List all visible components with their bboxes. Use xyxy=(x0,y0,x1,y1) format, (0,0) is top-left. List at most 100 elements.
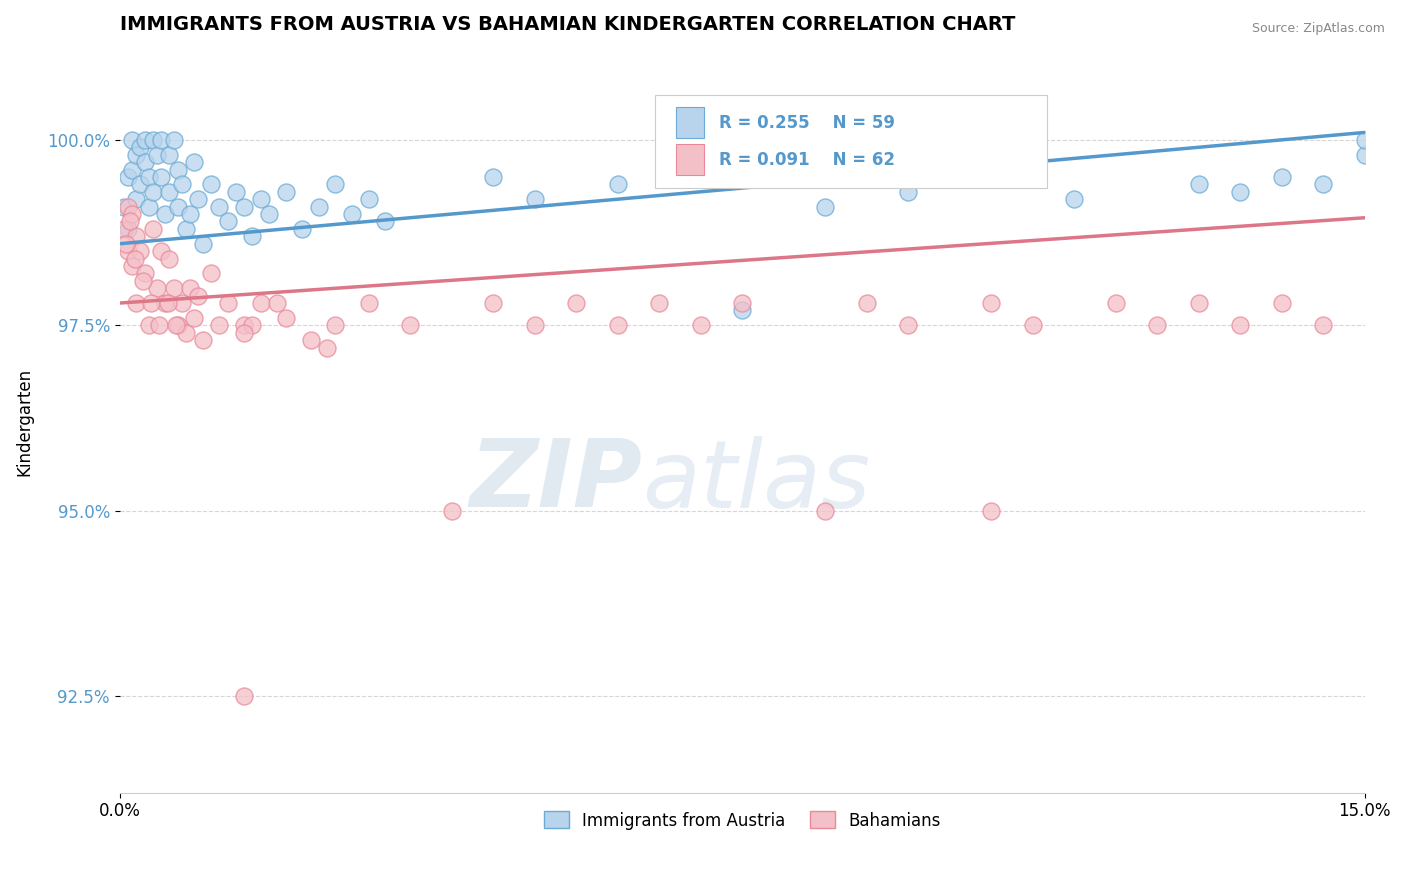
Point xyxy=(150,133,173,147)
Point xyxy=(855,296,877,310)
Point xyxy=(191,236,214,251)
Text: atlas: atlas xyxy=(643,435,870,526)
Point xyxy=(191,333,214,347)
FancyBboxPatch shape xyxy=(676,107,703,138)
Point xyxy=(121,259,143,273)
Point xyxy=(208,200,231,214)
Point xyxy=(138,200,160,214)
Point xyxy=(155,207,177,221)
FancyBboxPatch shape xyxy=(655,95,1047,188)
Point xyxy=(166,318,188,333)
Point xyxy=(170,178,193,192)
Point xyxy=(1312,178,1334,192)
Point xyxy=(565,296,588,310)
Point xyxy=(233,318,256,333)
Point xyxy=(142,222,165,236)
Point xyxy=(165,318,187,333)
Point xyxy=(115,236,138,251)
Point xyxy=(187,192,209,206)
Point xyxy=(200,178,222,192)
Point xyxy=(357,296,380,310)
Point xyxy=(138,318,160,333)
Point xyxy=(225,185,247,199)
Point xyxy=(523,318,546,333)
Point xyxy=(142,185,165,199)
Point xyxy=(162,133,184,147)
Point xyxy=(125,229,148,244)
Point xyxy=(166,200,188,214)
Point xyxy=(118,214,141,228)
Point xyxy=(242,318,264,333)
Point xyxy=(162,281,184,295)
Point xyxy=(125,147,148,161)
Point xyxy=(299,333,322,347)
Point xyxy=(257,207,280,221)
Y-axis label: Kindergarten: Kindergarten xyxy=(15,368,32,475)
Point xyxy=(187,288,209,302)
Point xyxy=(1188,178,1211,192)
Point xyxy=(1271,296,1294,310)
Point xyxy=(523,192,546,206)
Point xyxy=(117,244,139,259)
Point xyxy=(217,214,239,228)
Point xyxy=(125,192,148,206)
Point xyxy=(1022,318,1045,333)
Point xyxy=(155,296,177,310)
Point xyxy=(150,169,173,184)
Text: ZIP: ZIP xyxy=(470,435,643,527)
Point xyxy=(980,169,1002,184)
Point xyxy=(217,296,239,310)
Point xyxy=(142,133,165,147)
Point xyxy=(814,504,837,518)
Point xyxy=(1312,318,1334,333)
Point xyxy=(117,222,139,236)
Point xyxy=(1271,169,1294,184)
Point xyxy=(112,200,135,214)
Point xyxy=(157,185,180,199)
Point xyxy=(308,200,330,214)
Point xyxy=(897,318,920,333)
Point xyxy=(1063,192,1085,206)
Point xyxy=(399,318,422,333)
Point xyxy=(146,147,169,161)
Point xyxy=(141,296,163,310)
Point xyxy=(1354,133,1376,147)
Point xyxy=(340,207,363,221)
Point xyxy=(606,178,628,192)
Point xyxy=(166,162,188,177)
Point xyxy=(242,229,264,244)
Text: R = 0.255    N = 59: R = 0.255 N = 59 xyxy=(718,114,894,132)
Point xyxy=(183,310,205,325)
Point xyxy=(179,207,201,221)
Point xyxy=(157,252,180,266)
Point xyxy=(233,326,256,340)
Point xyxy=(174,326,197,340)
Point xyxy=(138,169,160,184)
Point xyxy=(129,140,152,154)
Point xyxy=(374,214,396,228)
Point xyxy=(731,303,754,318)
Point xyxy=(291,222,314,236)
Point xyxy=(1354,147,1376,161)
Point xyxy=(174,222,197,236)
Point xyxy=(146,281,169,295)
Point xyxy=(183,155,205,169)
Point xyxy=(134,133,156,147)
Point xyxy=(689,318,711,333)
Point xyxy=(325,178,347,192)
Point xyxy=(150,244,173,259)
Point xyxy=(121,162,143,177)
Point xyxy=(980,504,1002,518)
Point xyxy=(129,178,152,192)
Point xyxy=(117,169,139,184)
Point xyxy=(482,169,505,184)
Point xyxy=(124,252,146,266)
Point xyxy=(980,296,1002,310)
Point xyxy=(648,296,671,310)
Point xyxy=(148,318,170,333)
Point xyxy=(316,341,339,355)
Point xyxy=(200,266,222,280)
Point xyxy=(156,296,179,310)
Point xyxy=(357,192,380,206)
Point xyxy=(249,296,271,310)
